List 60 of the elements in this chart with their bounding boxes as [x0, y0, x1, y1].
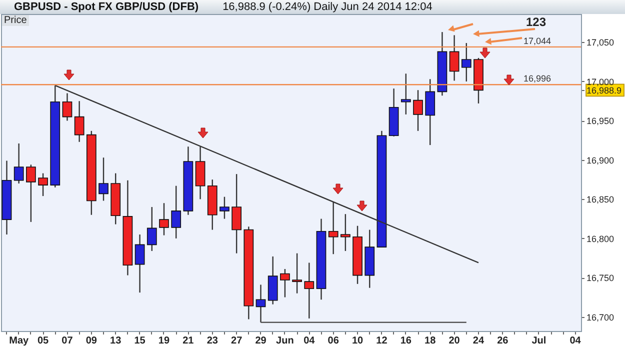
- x-tick-label: 21: [182, 336, 194, 346]
- x-tick-label: 15: [134, 336, 146, 346]
- y-tick-label: 16,700: [586, 312, 614, 322]
- x-tick-label: 27: [231, 336, 243, 346]
- candlestick: [171, 185, 182, 240]
- x-tick-label: 24: [472, 336, 484, 346]
- x-tick-label: 20: [448, 336, 460, 346]
- candlestick: [134, 234, 145, 294]
- x-tick-label: 19: [158, 336, 170, 346]
- candlestick: [26, 164, 36, 223]
- x-tick-label: 29: [255, 336, 267, 346]
- x-tick-label: 04: [570, 336, 582, 346]
- candlestick: [232, 173, 242, 254]
- candlestick: [74, 100, 84, 142]
- y-tick-label: 16,850: [586, 194, 614, 205]
- candlestick: [62, 92, 72, 122]
- x-tick-label: 18: [424, 336, 436, 346]
- candlestick: [98, 156, 108, 202]
- x-tick-label: 16: [400, 336, 412, 346]
- annotation: Price: [2, 15, 29, 26]
- candlestick: [292, 252, 302, 294]
- candlestick: [449, 34, 460, 82]
- ref-line-label: 17,044: [523, 36, 551, 46]
- y-tick-label: 16,750: [586, 273, 614, 284]
- y-tick-label: 16,950: [586, 116, 614, 126]
- x-tick-label: 23: [206, 336, 218, 346]
- x-tick-label: 06: [328, 336, 340, 346]
- candlestick: [220, 196, 230, 220]
- chart-title: GBPUSD - Spot FX GBP/USD (DFB): [14, 1, 199, 13]
- chart-subtitle: 16,988.9 (-0.24%) Daily Jun 24 2014 12:04: [222, 1, 432, 13]
- annotation: 123: [526, 15, 546, 29]
- candlestick: [340, 213, 350, 252]
- y-tick-label: 17,050: [586, 38, 614, 48]
- x-tick-label: 05: [37, 336, 50, 346]
- x-tick-label: 12: [376, 336, 388, 346]
- candlestick: [304, 262, 314, 320]
- candlestick: [38, 172, 48, 197]
- candlestick: [461, 42, 472, 82]
- candlestick: [425, 78, 436, 146]
- x-tick-label: 26: [497, 336, 509, 346]
- x-tick-label: 04: [304, 336, 316, 346]
- candlestick: [328, 200, 338, 255]
- ref-line-label: 16,996: [523, 74, 551, 84]
- x-tick-label: May: [9, 336, 30, 346]
- x-tick-label: 09: [86, 336, 98, 346]
- y-tick-label: 16,988.9: [586, 86, 622, 96]
- candlestick: [159, 202, 169, 236]
- candlestick: [413, 90, 423, 132]
- x-tick-label: Jun: [276, 336, 294, 346]
- candlestick: [14, 142, 24, 184]
- x-tick-label: 13: [110, 336, 122, 346]
- x-tick-label: 07: [62, 336, 74, 346]
- candlestick: [280, 268, 290, 298]
- x-tick-label: Jul: [532, 336, 546, 346]
- candlestick: [400, 73, 411, 116]
- y-tick-label: 16,800: [586, 234, 614, 244]
- candlestick: [256, 284, 266, 323]
- x-tick-label: 10: [352, 336, 364, 346]
- candlestick: [146, 206, 157, 252]
- y-tick-label: 16,900: [586, 155, 614, 166]
